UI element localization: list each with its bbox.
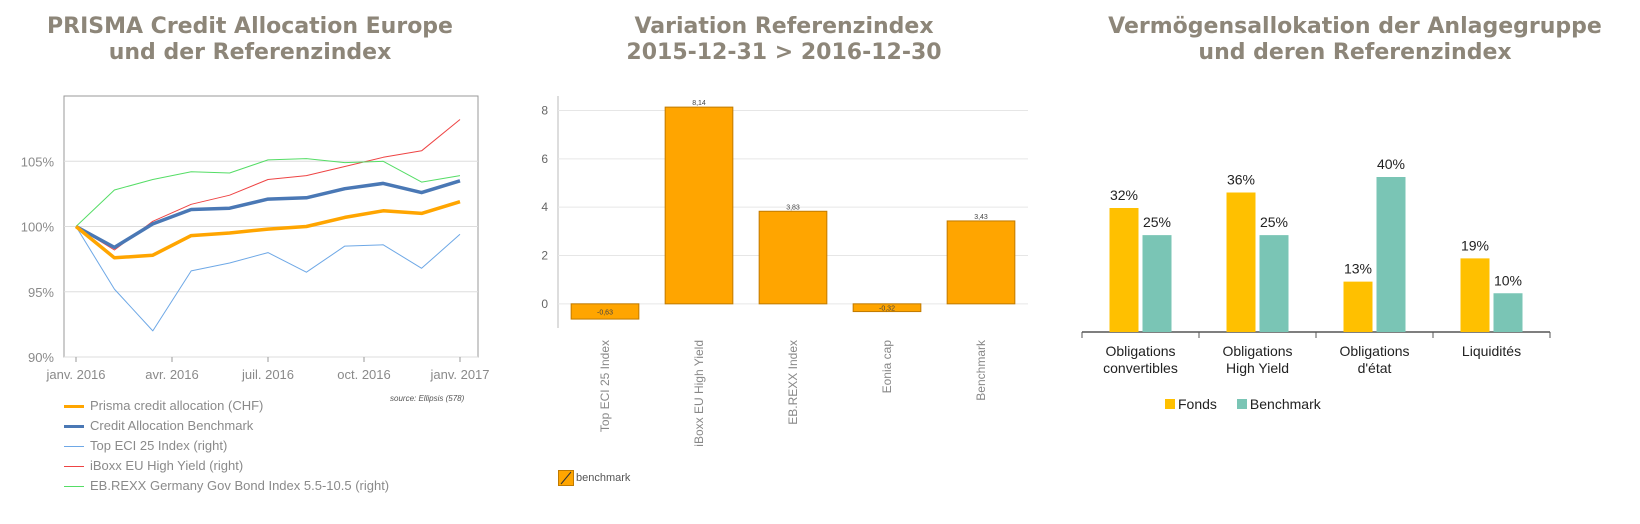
y-tick-label: 100%: [21, 220, 55, 235]
panel-fund-performance: PRISMA Credit Allocation Europe und der …: [0, 0, 520, 524]
legend-item: Credit Allocation Benchmark: [64, 416, 389, 436]
x-tick-label: janv. 2017: [429, 367, 489, 382]
x-tick-label: Benchmark: [974, 339, 988, 401]
data-label: 32%: [1110, 187, 1138, 203]
bar: [1493, 293, 1523, 332]
x-tick-label: juil. 2016: [241, 367, 294, 382]
bar: [570, 303, 640, 320]
legend-swatch: [558, 470, 574, 486]
series-line: [74, 200, 461, 260]
y-tick-label: 6: [541, 152, 548, 166]
x-tick-label: Eonia cap: [880, 340, 894, 394]
legend-item: Top ECI 25 Index (right): [64, 436, 389, 456]
category-label: Liquidités: [1462, 343, 1521, 359]
y-tick-label: 4: [541, 200, 548, 214]
legend-label: benchmark: [576, 472, 631, 484]
panel-title: Vermögensallokation der Anlagegruppe und…: [1108, 14, 1602, 65]
legend-item: Prisma credit allocation (CHF): [64, 396, 389, 416]
legend-item: Benchmark: [1236, 396, 1321, 412]
x-tick-label: EB.REXX Index: [786, 340, 800, 425]
legend-item: Fonds: [1165, 396, 1217, 412]
bar: [852, 303, 922, 313]
legend-label: iBoxx EU High Yield (right): [90, 458, 244, 473]
bar: [758, 210, 828, 305]
legend-label: EB.REXX Germany Gov Bond Index 5.5-10.5 …: [90, 478, 390, 493]
data-label: 10%: [1494, 272, 1522, 288]
y-tick-label: 0: [541, 297, 548, 311]
legend-swatch: [1165, 399, 1175, 409]
data-label: 13%: [1344, 261, 1372, 277]
category-label: Obligations: [1105, 343, 1175, 359]
bar: [1142, 235, 1172, 332]
legend-swatch: [64, 424, 84, 428]
x-tick-label: oct. 2016: [337, 367, 391, 382]
allocation-legend: Fonds Benchmark: [1165, 396, 1335, 412]
series-line: [75, 179, 461, 250]
legend-item: iBoxx EU High Yield (right): [64, 456, 389, 476]
data-label: 19%: [1461, 237, 1489, 253]
data-label: -0,32: [879, 306, 895, 313]
grouped-bar-chart: 32%25%Obligationsconvertibles36%25%Oblig…: [1081, 156, 1551, 376]
legend-swatch: [64, 404, 84, 408]
panel-asset-allocation: Vermögensallokation der Anlagegruppe und…: [1060, 0, 1640, 524]
data-label: 25%: [1143, 214, 1171, 230]
series-line: [75, 158, 461, 227]
y-tick-label: 2: [541, 249, 548, 263]
legend-item: EB.REXX Germany Gov Bond Index 5.5-10.5 …: [64, 476, 389, 496]
bar: [1343, 281, 1373, 332]
category-label: High Yield: [1226, 360, 1289, 376]
y-tick-label: 105%: [21, 154, 55, 169]
bar: [946, 220, 1016, 305]
x-tick-label: janv. 2016: [45, 367, 105, 382]
bar: [1376, 177, 1406, 332]
bar-chart: 0 2 4 6 8 -0,63 Top ECI 25 Index 8,14 iBoxx EU H…: [541, 96, 1028, 447]
panel-title: PRISMA Credit Allocation Europe und der …: [47, 14, 453, 65]
category-label: d'état: [1358, 360, 1392, 376]
y-tick-label: 95%: [28, 285, 54, 300]
legend-swatch: [1236, 399, 1247, 409]
x-tick-label: avr. 2016: [145, 367, 199, 382]
data-label: 3,83: [786, 204, 800, 211]
legend-label: Prisma credit allocation (CHF): [90, 398, 264, 413]
x-tick-label: iBoxx EU High Yield: [692, 340, 706, 447]
data-label: 40%: [1377, 156, 1405, 172]
category-label: convertibles: [1103, 360, 1178, 376]
category-label: Obligations: [1339, 343, 1409, 359]
bar: [664, 106, 734, 305]
data-label: 8,14: [692, 100, 706, 107]
legend-label: Top ECI 25 Index (right): [90, 438, 228, 453]
y-tick-label: 90%: [28, 350, 54, 365]
bar: [1226, 192, 1256, 332]
bar: [1460, 258, 1490, 332]
legend-label: Fonds: [1178, 396, 1217, 412]
legend-swatch: [64, 485, 84, 487]
data-label: 36%: [1227, 172, 1255, 188]
data-label: 3,43: [974, 214, 988, 221]
line-chart: 90% 95% 100% 105% janv. 2016 avr. 2016 juil. 2…: [21, 95, 490, 382]
category-label: Obligations: [1222, 343, 1292, 359]
legend-swatch: [64, 465, 84, 467]
panel-title: Variation Referenzindex 2015-12-31 > 201…: [626, 14, 942, 65]
legend-label: Benchmark: [1249, 396, 1321, 412]
series-line: [75, 226, 461, 332]
data-label: -0,63: [597, 309, 613, 316]
x-tick-label: Top ECI 25 Index: [598, 340, 612, 432]
bar-chart-legend: benchmark: [558, 470, 630, 486]
legend-swatch: [64, 445, 84, 447]
y-tick-label: 8: [541, 104, 548, 118]
bar: [1109, 208, 1139, 332]
data-label: 25%: [1260, 214, 1288, 230]
panel-index-variation: Variation Referenzindex 2015-12-31 > 201…: [520, 0, 1060, 524]
source-note: source: Ellipsis (578): [390, 394, 465, 403]
bar: [1259, 235, 1289, 332]
legend-label: Credit Allocation Benchmark: [90, 418, 254, 433]
line-chart-legend: Prisma credit allocation (CHF) Credit All…: [64, 396, 389, 496]
